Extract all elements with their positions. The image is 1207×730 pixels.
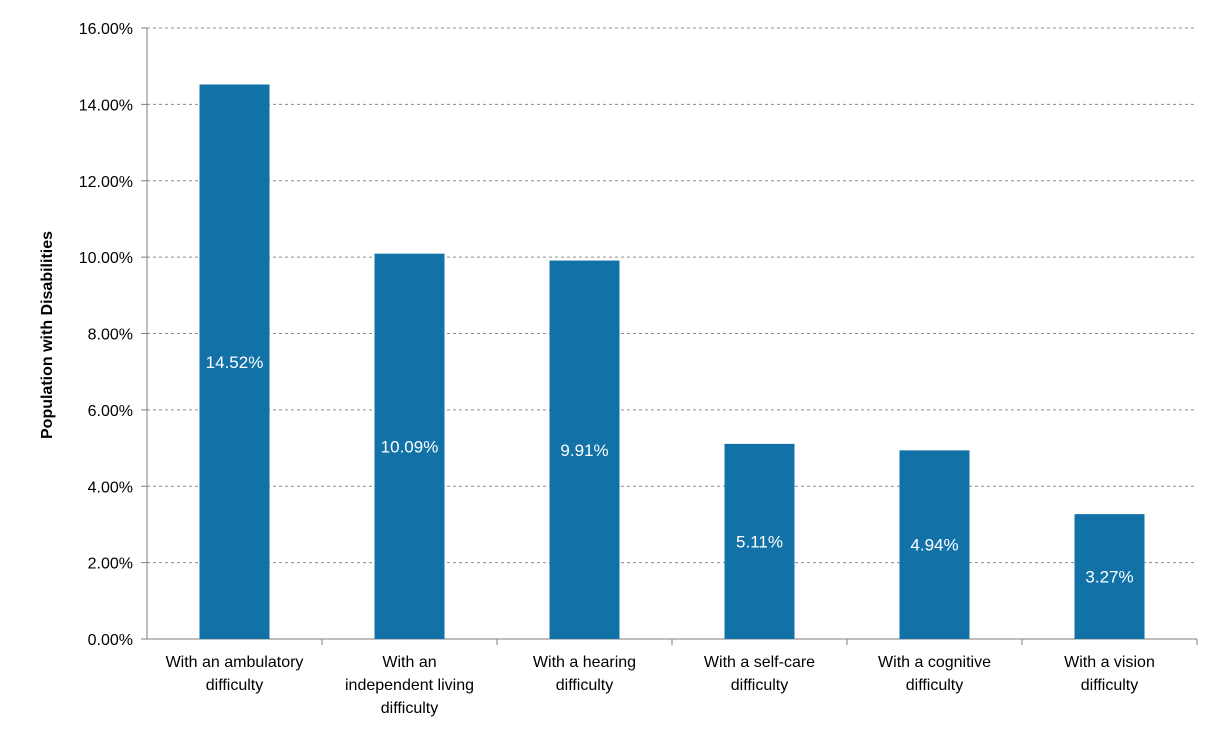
y-tick-label: 10.00% <box>79 250 133 267</box>
bar-data-label: 9.91% <box>560 441 608 460</box>
y-axis-title: Population with Disabilities <box>39 231 56 439</box>
y-tick-label: 12.00% <box>79 174 133 191</box>
x-category-labels: With an ambulatory difficulty With an indep… <box>166 654 1155 717</box>
x-category-label-line: difficulty <box>556 677 614 694</box>
y-tick-label: 16.00% <box>79 21 133 38</box>
bar <box>199 84 270 639</box>
bar <box>899 450 970 639</box>
x-category-label-line: With a self-care <box>704 654 815 671</box>
x-category-label: With a hearing difficulty <box>533 654 636 694</box>
x-category-label-line: With a cognitive <box>878 654 991 671</box>
y-tick-labels: 0.00% 2.00% 4.00% 6.00% 8.00% 10.00% 12.00% 14.… <box>79 21 133 649</box>
x-category-label-line: With an <box>382 654 436 671</box>
x-category-label: With an ambulatory difficulty <box>166 654 304 694</box>
y-tick-label: 4.00% <box>88 479 133 496</box>
bars <box>199 84 1145 640</box>
x-category-label: With a self-care difficulty <box>704 654 815 694</box>
bar-data-label: 4.94% <box>910 536 958 555</box>
y-tick-label: 6.00% <box>88 403 133 420</box>
x-category-label-line: difficulty <box>206 677 264 694</box>
y-tick-label: 2.00% <box>88 556 133 573</box>
x-category-label-line: With a vision <box>1064 654 1155 671</box>
x-category-label-line: independent living <box>345 677 474 694</box>
y-tick-label: 14.00% <box>79 97 133 114</box>
y-tick-label: 0.00% <box>88 632 133 649</box>
x-category-label-line: difficulty <box>381 700 439 717</box>
data-labels: 14.52% 10.09% 9.91% 5.11% 4.94% 3.27% <box>206 353 1134 587</box>
axes <box>141 27 1198 645</box>
y-tick-label: 8.00% <box>88 327 133 344</box>
x-category-label-line: difficulty <box>906 677 964 694</box>
x-category-label: With an independent living difficulty <box>345 654 474 717</box>
bar-data-label: 14.52% <box>206 353 264 372</box>
bar <box>1074 514 1145 639</box>
x-category-label: With a cognitive difficulty <box>878 654 991 694</box>
x-category-label-line: With an ambulatory <box>166 654 304 671</box>
bar <box>724 443 795 639</box>
bar-data-label: 10.09% <box>381 437 439 456</box>
bar-data-label: 5.11% <box>736 532 783 551</box>
x-category-label: With a vision difficulty <box>1064 654 1155 694</box>
x-category-label-line: difficulty <box>731 677 789 694</box>
bar-data-label: 3.27% <box>1085 568 1133 587</box>
bar <box>374 253 445 640</box>
x-category-label-line: difficulty <box>1081 677 1139 694</box>
bar <box>549 260 620 639</box>
x-category-label-line: With a hearing <box>533 654 636 671</box>
gridlines <box>147 27 1197 564</box>
